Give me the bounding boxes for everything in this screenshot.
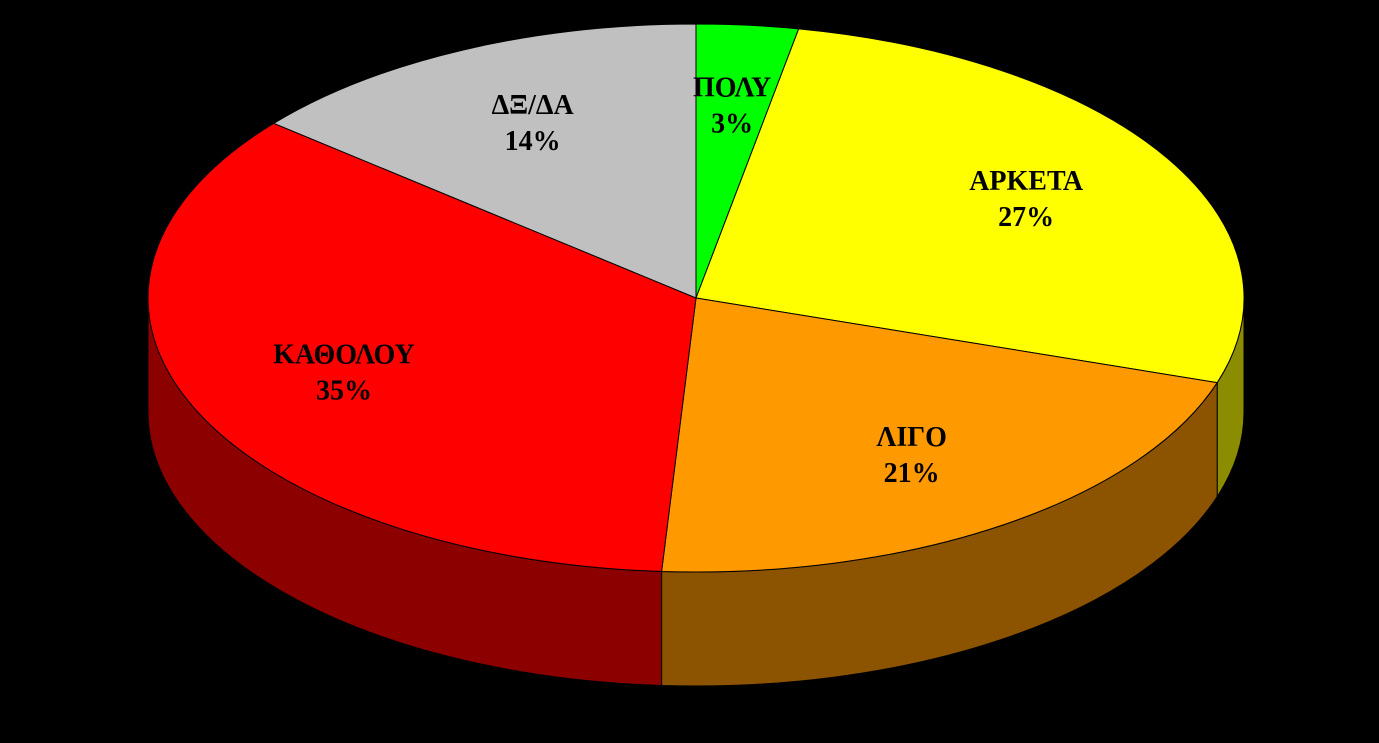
value-label: 35% <box>316 376 372 407</box>
slice <box>661 297 1219 573</box>
slice <box>272 23 697 299</box>
slice-label: ΠΟΛΥ <box>693 72 771 103</box>
value-label: 21% <box>884 458 940 489</box>
value-label: 27% <box>998 202 1054 233</box>
slice-label: ΑΡΚΕΤΑ <box>969 166 1084 197</box>
value-label: 14% <box>505 126 561 157</box>
slice <box>695 28 1245 384</box>
slice-label: ΔΞ/ΔΑ <box>492 90 575 121</box>
slice <box>147 122 697 572</box>
slice-label: ΚΑΘΟΛΟΥ <box>273 340 415 371</box>
slice-label: ΛΙΓΟ <box>876 422 947 453</box>
value-label: 3% <box>711 108 753 139</box>
